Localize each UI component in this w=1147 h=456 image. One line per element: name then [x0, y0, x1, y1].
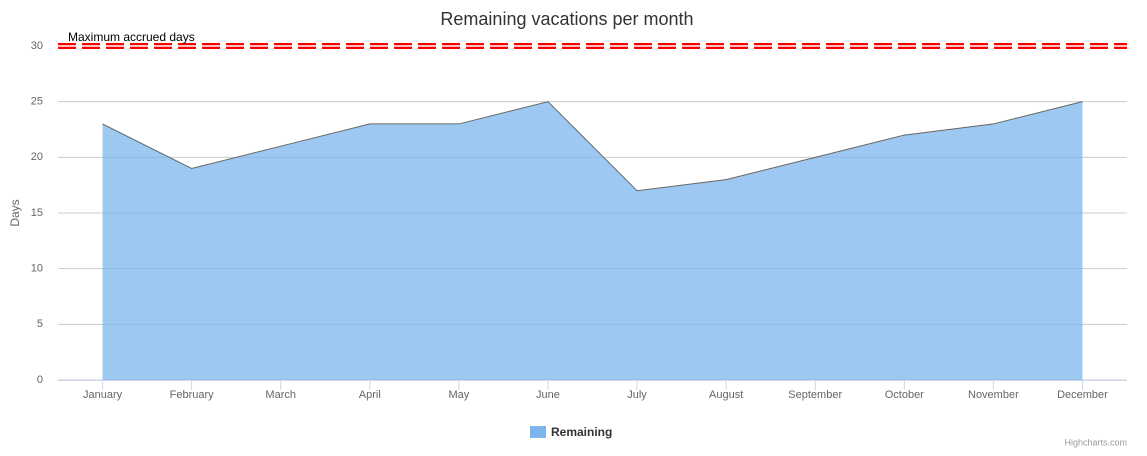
area-line	[102, 101, 1083, 192]
x-tick-label: April	[359, 389, 381, 401]
y-tick-label: 25	[31, 96, 43, 108]
legend-label[interactable]: Remaining	[551, 425, 612, 439]
plot-line-label: Maximum accrued days	[68, 30, 195, 44]
area	[102, 101, 1083, 381]
y-tick-label: 15	[31, 207, 43, 219]
x-tick-label: June	[536, 389, 560, 401]
y-tick-label: 20	[31, 151, 43, 163]
x-tick-label: January	[83, 389, 123, 401]
chart-title: Remaining vacations per month	[440, 9, 693, 29]
x-tick-label: October	[885, 389, 924, 401]
legend-symbol	[530, 426, 546, 438]
credits[interactable]: Highcharts.com	[1064, 437, 1127, 447]
x-tick-label: December	[1057, 389, 1108, 401]
x-tick-label: May	[448, 389, 469, 401]
y-tick-label: 10	[31, 263, 43, 275]
x-tick-label: August	[709, 389, 743, 401]
x-tick-label: March	[265, 389, 296, 401]
x-tick-label: November	[968, 389, 1019, 401]
y-tick-label: 0	[37, 374, 43, 386]
x-tick-label: July	[627, 389, 647, 401]
y-tick-label: 30	[31, 40, 43, 52]
y-axis-label: Days	[8, 199, 22, 226]
x-tick-label: February	[170, 389, 215, 401]
y-tick-label: 5	[37, 318, 43, 330]
x-tick-label: September	[788, 389, 842, 401]
